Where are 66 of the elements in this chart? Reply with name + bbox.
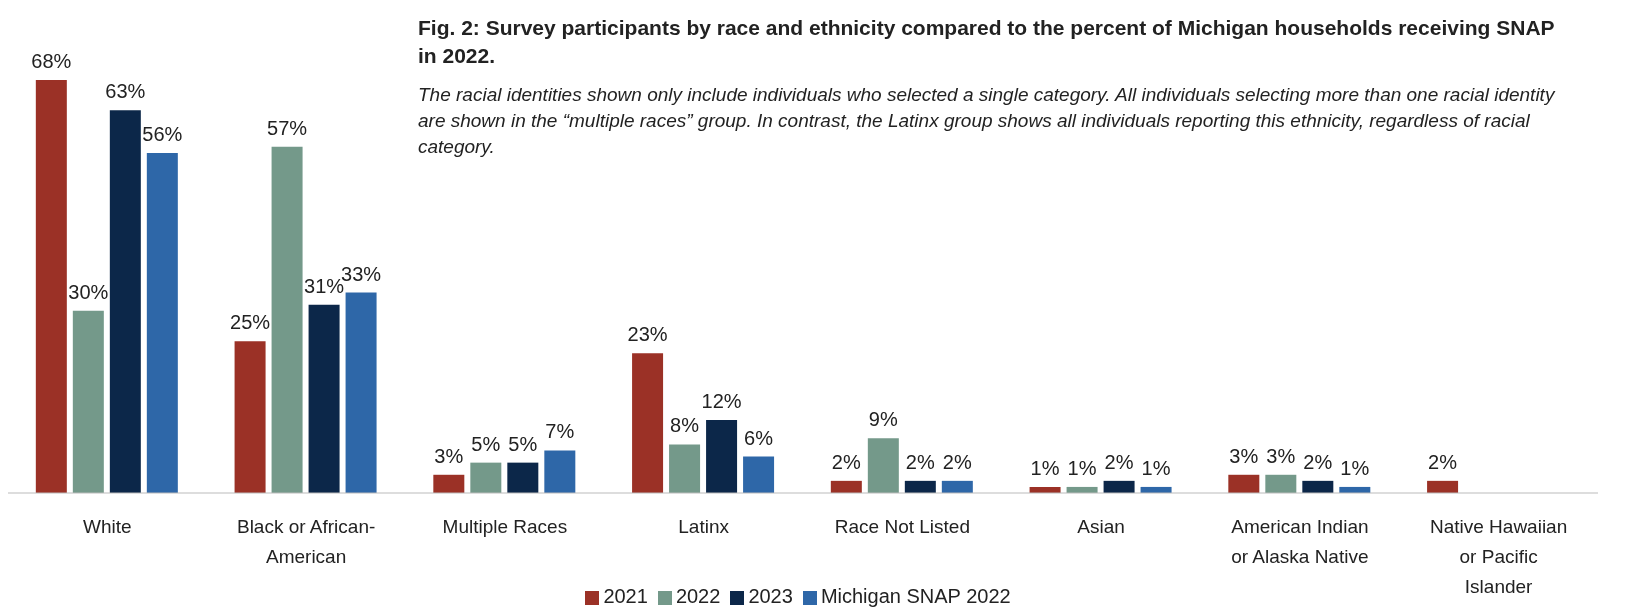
legend-label: 2021 (603, 585, 648, 607)
data-label: 12% (701, 390, 742, 413)
bar (345, 292, 377, 493)
bar (1265, 474, 1297, 493)
bar (706, 420, 738, 493)
data-label: 3% (434, 444, 464, 467)
data-label: 1% (1340, 456, 1370, 479)
x-tick-label: Black or African-American (236, 516, 376, 567)
bar (669, 444, 701, 493)
bar (830, 480, 862, 493)
bar (904, 480, 936, 493)
bar (1228, 474, 1260, 493)
x-tick-label: White (83, 516, 132, 537)
bar (72, 310, 104, 493)
bar (743, 456, 775, 493)
bar (941, 480, 973, 493)
data-label: 5% (471, 432, 501, 455)
bar (433, 474, 465, 493)
bar (507, 462, 539, 493)
data-label: 7% (545, 420, 575, 443)
bar (271, 146, 303, 493)
data-label: 1% (1067, 456, 1097, 479)
data-label: 3% (1229, 444, 1259, 467)
data-label: 1% (1030, 456, 1060, 479)
bar (1302, 480, 1334, 493)
bar (234, 341, 266, 493)
bar (1427, 480, 1459, 493)
legend-label: Michigan SNAP 2022 (820, 585, 1011, 607)
data-label: 25% (230, 311, 271, 334)
bar (109, 110, 141, 493)
data-label: 56% (142, 122, 183, 145)
legend-label: 2023 (748, 585, 793, 607)
data-label: 3% (1266, 444, 1296, 467)
text: The racial identities shown only include individuals who selected a single category. All individuals selecting more than one racial identity are shown in the “multiple races” group. In contrast, the Latinx group shows all individuals reporting this ethnicity, regardless of racial category. (418, 83, 1557, 159)
data-label: 30% (68, 280, 109, 303)
data-label: 68% (31, 50, 72, 72)
data-label: 6% (744, 426, 774, 449)
x-tick-label: Native Hawaiian or Pacific Islander (1429, 516, 1568, 597)
x-tick-label: Latinx (678, 516, 730, 537)
bar (867, 438, 899, 493)
x-tick-label: Race Not Listed (834, 516, 970, 537)
data-label: 2% (905, 450, 935, 473)
x-tick-label: American Indian or Alaska Native (1231, 516, 1369, 567)
data-label: 2% (1104, 450, 1134, 473)
data-label: 8% (670, 414, 700, 437)
data-label: 2% (831, 450, 861, 473)
data-label: 2% (1303, 450, 1333, 473)
data-label: 2% (942, 450, 972, 473)
x-tick-label: Multiple Races (442, 516, 568, 537)
bar (35, 80, 67, 493)
data-label: 5% (508, 432, 538, 455)
data-label: 1% (1141, 456, 1171, 479)
bar (544, 450, 576, 493)
x-tick-label: Asian (1077, 516, 1125, 537)
bar (1103, 480, 1135, 493)
legend-label: 2022 (675, 585, 721, 607)
data-label: 2% (1428, 450, 1458, 473)
bar (470, 462, 502, 493)
data-label: 57% (267, 116, 308, 139)
data-label: 9% (868, 408, 898, 431)
data-label: 63% (105, 80, 146, 103)
bar (146, 152, 178, 493)
data-label: 23% (627, 323, 668, 346)
bar (632, 353, 664, 493)
chart-title: Fig. 2: Survey participants by race and ethnicity compared to the percent of Michigan households receiving SNAP in 2022. (418, 15, 1556, 69)
bar (308, 304, 340, 493)
